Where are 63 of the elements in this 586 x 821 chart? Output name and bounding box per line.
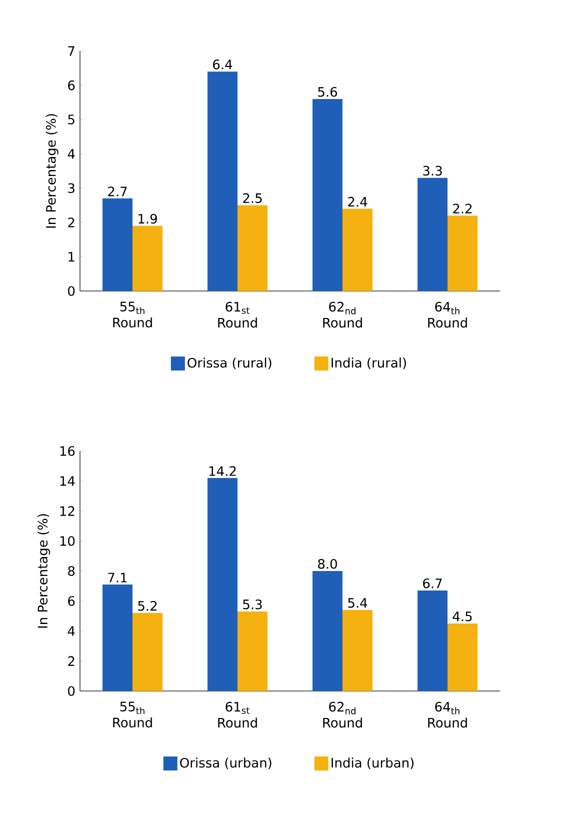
bar bbox=[342, 208, 372, 291]
data-label: 8.0 bbox=[318, 558, 337, 569]
data-label: 5.6 bbox=[318, 86, 338, 97]
y-tick-label: 10 bbox=[60, 536, 75, 546]
y-tick-label: 14 bbox=[60, 476, 75, 486]
bar bbox=[418, 178, 448, 291]
data-label: 6.7 bbox=[423, 578, 442, 588]
y-tick-label: 6 bbox=[68, 596, 75, 606]
legend-label: India (rural) bbox=[332, 358, 406, 370]
y-axis-title: In Percentage (%) bbox=[46, 114, 58, 228]
bar bbox=[132, 226, 162, 291]
x-tick-label: 62$_{nd}$ Round bbox=[323, 702, 362, 728]
data-label: 2.7 bbox=[108, 186, 127, 196]
x-tick-label: 61$_{st}$ Round bbox=[218, 302, 257, 328]
y-tick-label: 5 bbox=[68, 114, 74, 124]
bar bbox=[312, 571, 342, 691]
bar bbox=[342, 610, 372, 691]
y-tick-label: 3 bbox=[68, 183, 74, 194]
x-tick-label: 64$_{th}$ Round bbox=[428, 302, 467, 328]
data-label: 5.2 bbox=[138, 600, 157, 611]
y-tick-label: 4 bbox=[68, 626, 75, 636]
y-tick-label: 0 bbox=[68, 286, 75, 296]
y-tick-label: 6 bbox=[68, 80, 75, 90]
data-label: 14.2 bbox=[209, 466, 236, 476]
data-label: 6.4 bbox=[213, 60, 232, 70]
data-label: 1.9 bbox=[138, 214, 157, 224]
y-tick-label: 1 bbox=[68, 252, 74, 262]
data-label: 5.3 bbox=[243, 599, 262, 610]
x-tick-label: 62$_{nd}$ Round bbox=[323, 302, 362, 328]
bar bbox=[418, 590, 448, 691]
legend-label: India (urban) bbox=[332, 758, 414, 770]
y-tick-label: 8 bbox=[68, 566, 75, 576]
legend-label: Orissa (urban) bbox=[180, 758, 272, 770]
bar bbox=[312, 98, 342, 291]
bar bbox=[448, 624, 478, 691]
data-label: 5.4 bbox=[348, 598, 368, 608]
data-label: 2.4 bbox=[348, 196, 368, 207]
y-tick-label: 2 bbox=[68, 656, 74, 666]
y-tick-label: 7 bbox=[68, 46, 74, 56]
y-tick-label: 4 bbox=[68, 149, 75, 159]
data-label: 7.1 bbox=[108, 572, 127, 582]
y-tick-label: 0 bbox=[68, 686, 75, 696]
bar bbox=[238, 611, 268, 691]
y-tick-label: 12 bbox=[60, 506, 74, 516]
legend-label: Orissa (rural) bbox=[188, 358, 272, 370]
bar bbox=[102, 584, 132, 691]
bar bbox=[238, 205, 268, 291]
bar bbox=[448, 216, 478, 291]
data-label: 4.5 bbox=[452, 612, 472, 622]
x-tick-label: 55$_{th}$ Round bbox=[113, 302, 152, 328]
x-tick-label: 55$_{th}$ Round bbox=[113, 702, 152, 728]
y-tick-label: 16 bbox=[60, 446, 75, 456]
y-tick-label: 2 bbox=[68, 218, 74, 228]
y-axis-title: In Percentage (%) bbox=[37, 514, 50, 628]
bar bbox=[132, 613, 162, 691]
x-tick-label: 61$_{st}$ Round bbox=[218, 702, 257, 728]
bar bbox=[208, 72, 238, 291]
data-label: 2.5 bbox=[243, 193, 262, 204]
bar bbox=[208, 478, 238, 691]
data-label: 3.3 bbox=[423, 166, 442, 176]
x-tick-label: 64$_{th}$ Round bbox=[428, 702, 467, 728]
data-label: 2.2 bbox=[453, 204, 472, 214]
bar bbox=[102, 198, 132, 291]
